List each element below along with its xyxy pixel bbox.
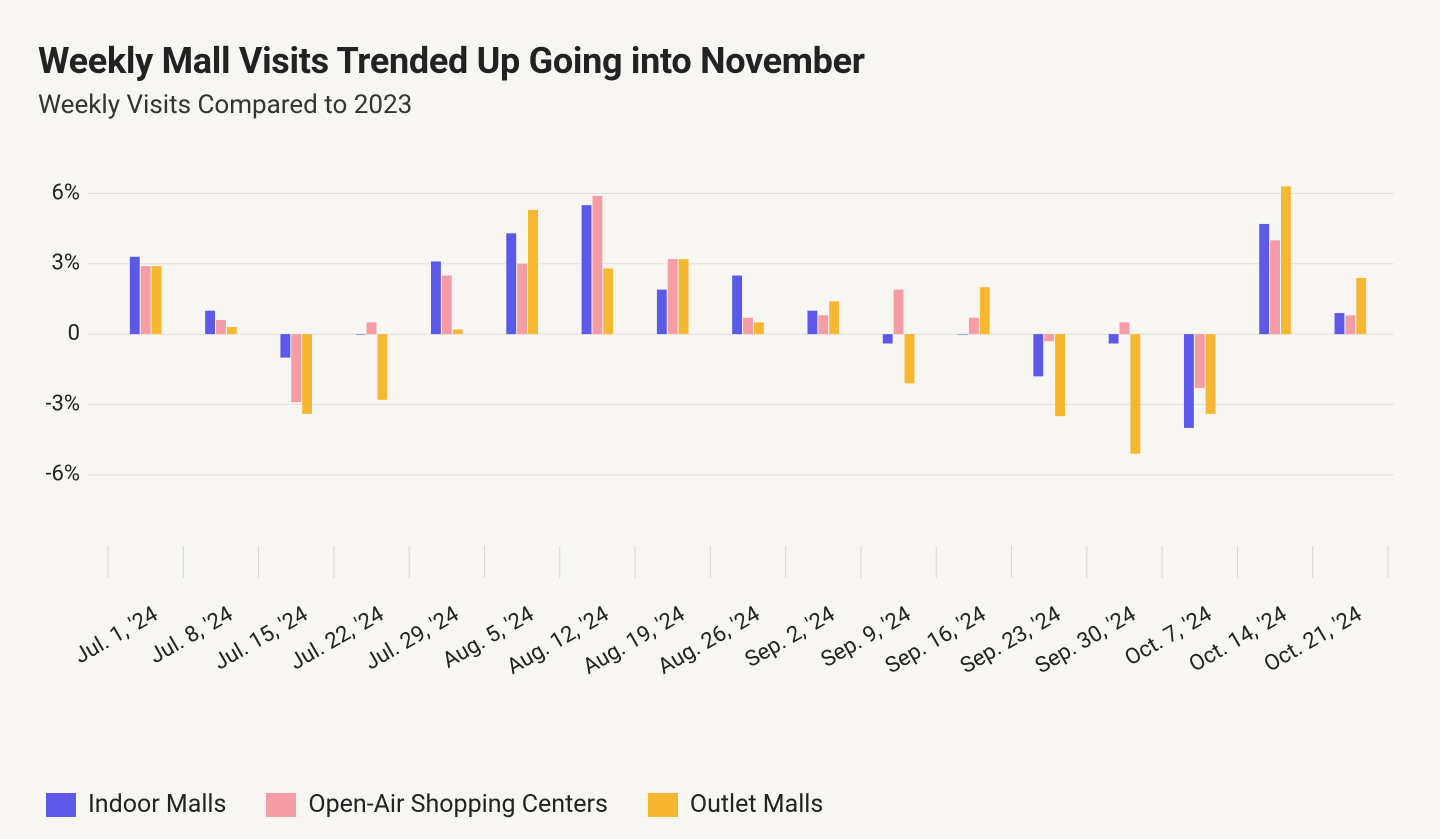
chart-plot-area: -6%-3%03%6% Jul. 1, '24Jul. 8, '24Jul. 1… [38, 170, 1398, 590]
chart-legend: Indoor Malls Open-Air Shopping Centers O… [38, 790, 1402, 819]
chart-subtitle: Weekly Visits Compared to 2023 [38, 90, 1402, 120]
chart-title: Weekly Mall Visits Trended Up Going into… [38, 40, 1402, 82]
x-axis-labels: Jul. 1, '24Jul. 8, '24Jul. 15, '24Jul. 2… [38, 170, 1398, 590]
legend-swatch [648, 793, 678, 817]
legend-item-outlet: Outlet Malls [648, 790, 823, 819]
legend-swatch [266, 793, 296, 817]
legend-label: Outlet Malls [690, 790, 823, 819]
legend-label: Indoor Malls [88, 790, 226, 819]
chart-container: Weekly Mall Visits Trended Up Going into… [0, 0, 1440, 839]
legend-item-openair: Open-Air Shopping Centers [266, 790, 608, 819]
legend-item-indoor: Indoor Malls [46, 790, 226, 819]
x-tick-label: Oct. 21, '24 [1224, 602, 1366, 699]
legend-swatch [46, 793, 76, 817]
legend-label: Open-Air Shopping Centers [308, 790, 608, 819]
